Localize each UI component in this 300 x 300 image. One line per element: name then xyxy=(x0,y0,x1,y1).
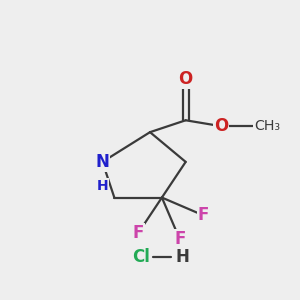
Text: O: O xyxy=(214,117,229,135)
Text: H: H xyxy=(97,179,108,193)
Text: F: F xyxy=(198,206,209,224)
Text: N: N xyxy=(95,153,110,171)
Text: CH₃: CH₃ xyxy=(254,119,280,133)
Text: F: F xyxy=(174,230,185,248)
Text: O: O xyxy=(178,70,193,88)
Text: Cl: Cl xyxy=(132,248,150,266)
Text: F: F xyxy=(132,224,144,242)
Text: H: H xyxy=(176,248,190,266)
